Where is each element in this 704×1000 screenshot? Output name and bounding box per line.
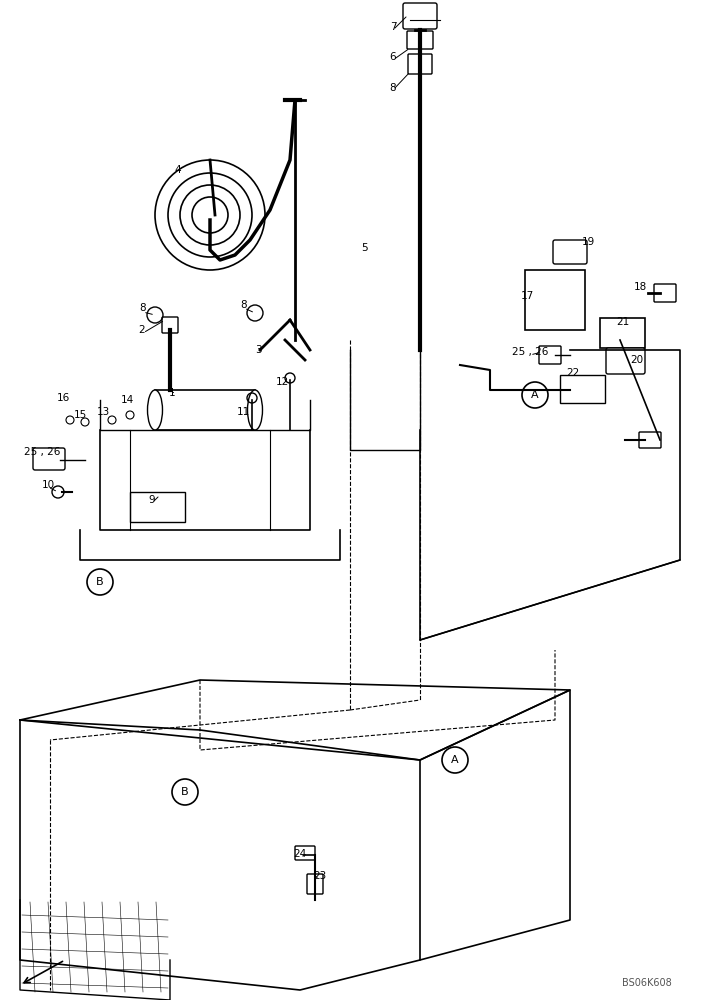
Text: 14: 14 (120, 395, 134, 405)
FancyBboxPatch shape (408, 54, 432, 74)
Text: B: B (96, 577, 103, 587)
FancyBboxPatch shape (403, 3, 437, 29)
Text: 11: 11 (237, 407, 250, 417)
Text: 8: 8 (390, 83, 396, 93)
FancyBboxPatch shape (654, 284, 676, 302)
Text: A: A (451, 755, 459, 765)
Text: 8: 8 (241, 300, 247, 310)
Text: A: A (532, 390, 539, 400)
Text: 6: 6 (390, 52, 396, 62)
FancyBboxPatch shape (639, 432, 661, 448)
Text: B: B (181, 787, 189, 797)
FancyBboxPatch shape (407, 31, 433, 49)
Bar (600, 318, 645, 348)
Text: 5: 5 (362, 243, 368, 253)
Text: 20: 20 (631, 355, 643, 365)
Circle shape (81, 418, 89, 426)
FancyBboxPatch shape (553, 240, 587, 264)
Text: 17: 17 (520, 291, 534, 301)
Ellipse shape (148, 390, 163, 430)
FancyBboxPatch shape (606, 348, 645, 374)
Text: BS06K608: BS06K608 (622, 978, 672, 988)
FancyBboxPatch shape (162, 317, 178, 333)
Bar (155, 390, 255, 430)
Bar (560, 375, 605, 403)
Circle shape (66, 416, 74, 424)
Text: 16: 16 (56, 393, 70, 403)
Text: 7: 7 (390, 22, 396, 32)
Text: 22: 22 (567, 368, 579, 378)
Text: 4: 4 (175, 165, 182, 175)
Ellipse shape (248, 390, 263, 430)
Text: 12: 12 (275, 377, 289, 387)
Text: 15: 15 (73, 410, 87, 420)
Text: 1: 1 (169, 388, 175, 398)
FancyBboxPatch shape (539, 346, 561, 364)
Text: 21: 21 (617, 317, 629, 327)
Text: 23: 23 (313, 871, 327, 881)
Text: 25 , 26: 25 , 26 (24, 447, 60, 457)
Text: 10: 10 (42, 480, 55, 490)
Text: 18: 18 (634, 282, 647, 292)
FancyBboxPatch shape (295, 846, 315, 860)
Text: 2: 2 (139, 325, 145, 335)
Circle shape (126, 411, 134, 419)
Text: 3: 3 (255, 345, 261, 355)
Text: 24: 24 (294, 849, 307, 859)
Bar (130, 492, 185, 522)
Text: 25 , 26: 25 , 26 (512, 347, 548, 357)
Text: 13: 13 (96, 407, 110, 417)
Text: 9: 9 (149, 495, 156, 505)
FancyBboxPatch shape (307, 874, 323, 894)
Bar (525, 270, 585, 330)
Text: 8: 8 (139, 303, 146, 313)
FancyBboxPatch shape (33, 448, 65, 470)
Circle shape (108, 416, 116, 424)
Text: 19: 19 (582, 237, 595, 247)
